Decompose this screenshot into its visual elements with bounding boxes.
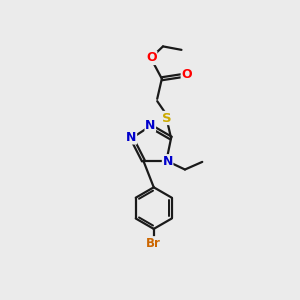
Text: N: N [162, 155, 173, 168]
Text: O: O [181, 68, 192, 81]
Text: O: O [146, 51, 157, 64]
Text: Br: Br [146, 237, 161, 250]
Text: N: N [145, 119, 155, 132]
Text: N: N [126, 131, 136, 144]
Text: S: S [162, 112, 171, 124]
